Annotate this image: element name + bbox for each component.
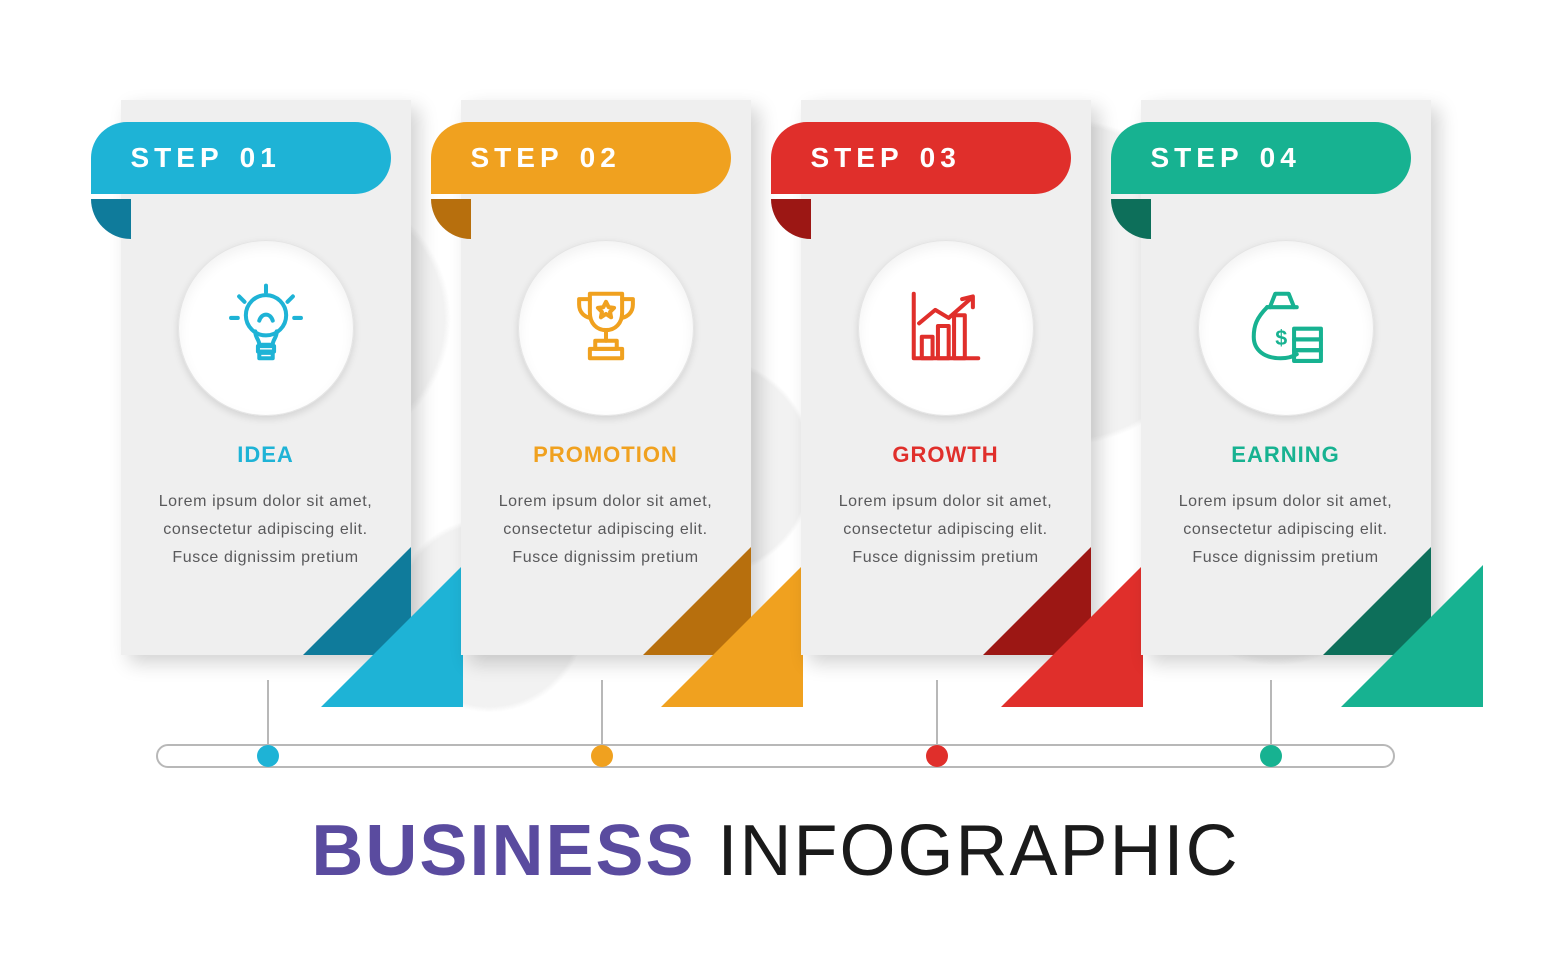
corner-front: [661, 565, 803, 707]
corner-front: [1341, 565, 1483, 707]
main-heading: BUSINESS INFOGRAPHIC: [0, 810, 1551, 892]
step-card-3: STEP03 GROWTH Lorem ipsum dolor sit amet…: [801, 100, 1091, 655]
ribbon-fold: [771, 199, 811, 239]
corner-triangle: [983, 547, 1143, 707]
step-number: 03: [920, 142, 961, 174]
timeline-dot-4: [1260, 745, 1282, 767]
step-card-2: STEP02 PROMOTION Lorem ipsum dolor sit a…: [461, 100, 751, 655]
step-card-4: STEP04 $ EARNING Lorem ipsum dolor sit a…: [1141, 100, 1431, 655]
step-word: STEP: [811, 142, 904, 174]
timeline-dot-2: [591, 745, 613, 767]
corner-triangle: [643, 547, 803, 707]
step-number: 02: [580, 142, 621, 174]
ribbon-label: STEP 02: [431, 122, 731, 194]
corner-triangle: [1323, 547, 1483, 707]
ribbon-step-3: STEP 03: [771, 122, 1071, 224]
chart-growth-icon: [903, 283, 989, 374]
timeline-dot-1: [257, 745, 279, 767]
step-title: GROWTH: [801, 442, 1091, 468]
step-title: PROMOTION: [461, 442, 751, 468]
ribbon-fold: [431, 199, 471, 239]
step-title: EARNING: [1141, 442, 1431, 468]
ribbon-step-1: STEP 01: [91, 122, 391, 224]
step-number: 01: [240, 142, 281, 174]
timeline-stem-2: [601, 680, 603, 744]
ribbon-label: STEP 04: [1111, 122, 1411, 194]
step-card-1: STEP01 IDEA Lorem ipsum dolo: [121, 100, 411, 655]
step-word: STEP: [1151, 142, 1244, 174]
svg-text:$: $: [1275, 325, 1287, 349]
ribbon-step-4: STEP 04: [1111, 122, 1411, 224]
corner-triangle: [303, 547, 463, 707]
ribbon-fold: [1111, 199, 1151, 239]
money-bag-icon: $: [1243, 283, 1329, 374]
ribbon-label: STEP 03: [771, 122, 1071, 194]
timeline-stem-3: [936, 680, 938, 744]
steps-row: STEP01 IDEA Lorem ipsum dolo: [0, 100, 1551, 655]
timeline-dot-3: [926, 745, 948, 767]
step-title: IDEA: [121, 442, 411, 468]
step-word: STEP: [471, 142, 564, 174]
step-word: STEP: [131, 142, 224, 174]
ribbon-step-2: STEP 02: [431, 122, 731, 224]
heading-word-1: BUSINESS: [311, 811, 695, 891]
heading-word-2: INFOGRAPHIC: [718, 811, 1240, 891]
icon-circle: $: [1198, 240, 1374, 416]
timeline: [156, 744, 1395, 768]
lightbulb-icon: [223, 283, 309, 374]
timeline-stem-1: [267, 680, 269, 744]
timeline-track: [156, 744, 1395, 768]
icon-circle: [178, 240, 354, 416]
corner-front: [1001, 565, 1143, 707]
ribbon-label: STEP 01: [91, 122, 391, 194]
ribbon-fold: [91, 199, 131, 239]
corner-front: [321, 565, 463, 707]
step-number: 04: [1260, 142, 1301, 174]
timeline-stem-4: [1270, 680, 1272, 744]
icon-circle: [518, 240, 694, 416]
icon-circle: [858, 240, 1034, 416]
trophy-icon: [563, 283, 649, 374]
